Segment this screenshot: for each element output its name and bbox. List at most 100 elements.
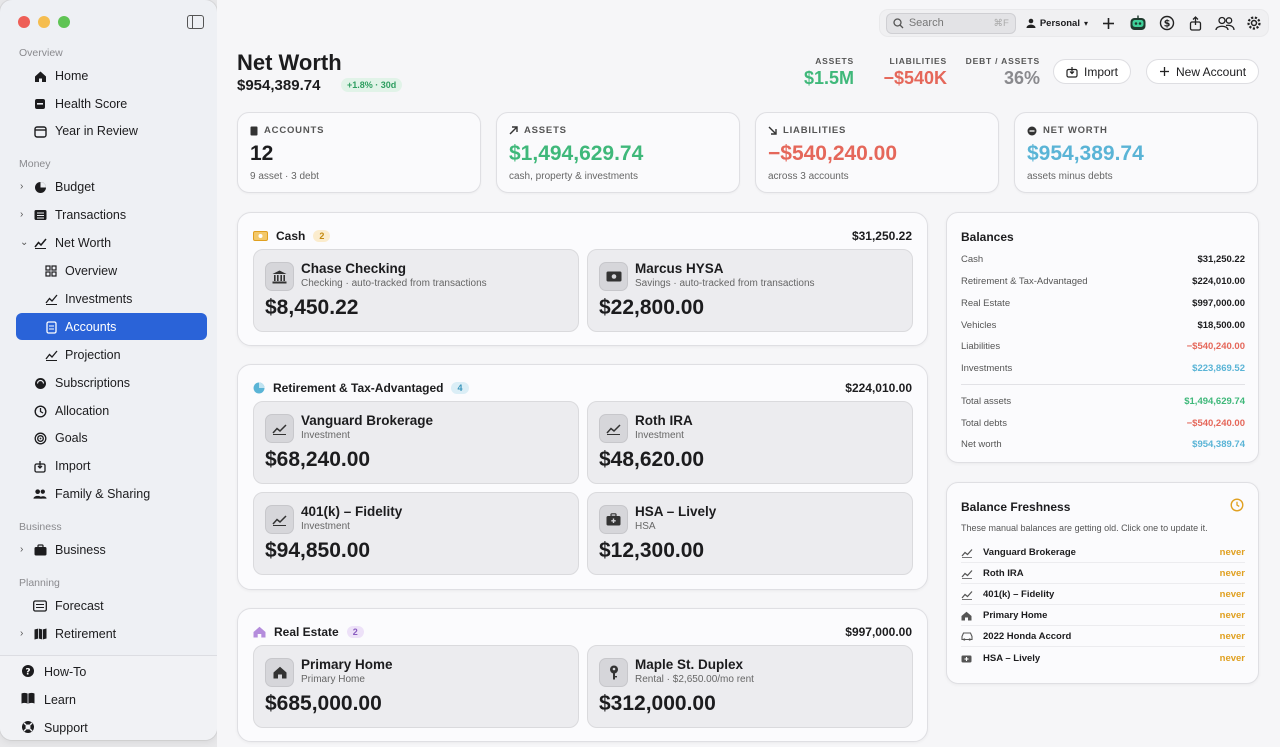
account-card-marcus-hysa[interactable]: Marcus HYSA Savings · auto-tracked from … [587,249,913,332]
kpi-net-worth: NET WORTH $954,389.74 assets minus debts [1014,112,1258,193]
sidebar-item-label: Goals [55,430,88,445]
sidebar-item-family-sharing[interactable]: Family & Sharing [16,480,207,507]
freshness-status: never [1219,652,1245,664]
sidebar-toggle-icon[interactable] [187,15,204,29]
freshness-row[interactable]: Vanguard Brokerage never [961,543,1245,563]
balance-row: Liabilities −$540,240.00 [961,341,1245,352]
freshness-name: 2022 Honda Accord [983,631,1072,642]
sidebar-item-forecast[interactable]: Forecast [16,592,207,619]
balance-row: Investments $223,869.52 [961,363,1245,374]
balance-value: $18,500.00 [1197,320,1245,331]
chevron-right-icon[interactable]: › [20,628,24,639]
sidebar-item-projection[interactable]: Projection [16,341,207,368]
sidebar-item-net-worth[interactable]: ⌄ Net Worth [16,229,207,256]
net-worth-value: $954,389.74 [237,77,321,94]
add-icon[interactable] [1094,12,1123,34]
gear-icon[interactable] [1239,12,1268,34]
chevron-right-icon[interactable]: › [20,544,24,555]
account-subtitle: Primary Home [301,674,365,685]
sidebar-item-health-score[interactable]: Health Score [16,90,207,117]
account-card-maple-st-duplex[interactable]: Maple St. Duplex Rental · $2,650.00/mo r… [587,645,913,728]
account-card-primary-home[interactable]: Primary Home Primary Home $685,000.00 [253,645,579,728]
close-window-button[interactable] [18,16,30,28]
freshness-name: 401(k) – Fidelity [983,589,1055,600]
chevron-right-icon[interactable]: › [20,209,24,220]
sidebar-item-support[interactable]: Support [0,717,217,739]
document-icon [44,320,58,334]
sidebar-item-year-in-review[interactable]: Year in Review [16,117,207,144]
house-icon [265,658,294,687]
kpi-value: −$540,240.00 [768,142,898,165]
account-card-hsa-lively[interactable]: HSA – Lively HSA $12,300.00 [587,492,913,575]
people-icon[interactable] [1210,12,1239,34]
total-value: −$540,240.00 [1186,418,1245,429]
total-row: Total assets $1,494,629.74 [961,396,1245,407]
search-input[interactable]: Search ⌘F [885,12,1016,34]
kpi-label-text: ACCOUNTS [264,125,325,136]
account-amount: $12,300.00 [599,539,705,562]
account-subtitle: HSA [635,521,656,532]
import-button[interactable]: Import [1053,59,1132,84]
section-label-money: Money [19,158,51,170]
stat-label: LIABILITIES [889,56,947,66]
sidebar-item-how-to[interactable]: ? How-To [0,661,217,683]
account-card-401k-fidelity[interactable]: 401(k) – Fidelity Investment $94,850.00 [253,492,579,575]
new-account-button[interactable]: New Account [1146,59,1260,84]
key-icon [599,658,628,687]
sidebar-item-business[interactable]: › Business [16,536,207,563]
balance-value: −$540,240.00 [1186,341,1245,352]
sidebar-item-label: Transactions [55,207,127,222]
book-icon [21,692,35,706]
group-retirement: Retirement & Tax-Advantaged 4 $224,010.0… [237,364,928,590]
total-name: Net worth [961,439,1002,450]
freshness-name: Roth IRA [983,568,1024,579]
sidebar-item-subscriptions[interactable]: Subscriptions [16,369,207,396]
freshness-row[interactable]: 401(k) – Fidelity never [961,585,1245,605]
zoom-window-button[interactable] [58,16,70,28]
freshness-row[interactable]: Roth IRA never [961,564,1245,584]
sidebar-bottom: ? How-To Learn Support [0,655,217,740]
profile-selector[interactable]: Personal ▾ [1026,18,1088,29]
pie-icon [33,180,47,194]
kpi-value: $1,494,629.74 [509,142,644,165]
freshness-row[interactable]: 2022 Honda Accord never [961,627,1245,647]
group-total: $997,000.00 [845,625,912,639]
trend-badge: +1.8% · 30d [341,78,403,92]
sidebar-item-import[interactable]: Import [16,452,207,479]
banknote-icon [599,262,628,291]
sidebar-item-label: Forecast [55,598,104,613]
kpi-accounts: ACCOUNTS 12 9 asset · 3 debt [237,112,481,193]
account-card-vanguard-brokerage[interactable]: Vanguard Brokerage Investment $68,240.00 [253,401,579,484]
freshness-status: never [1219,610,1245,621]
sidebar-item-transactions[interactable]: › Transactions [16,201,207,228]
forecast-icon [33,599,47,613]
sidebar-item-accounts[interactable]: Accounts [16,313,207,340]
sidebar-item-goals[interactable]: Goals [16,424,207,451]
sidebar-item-retirement[interactable]: › Retirement [16,620,207,647]
freshness-row[interactable]: Primary Home never [961,606,1245,626]
plus-icon [1159,66,1170,77]
sidebar-item-allocation[interactable]: Allocation [16,397,207,424]
house-icon [961,611,975,621]
sidebar-item-budget[interactable]: › Budget [16,173,207,200]
section-label-business: Business [19,521,62,533]
stat-label: ASSETS [815,56,854,66]
kpi-label: NET WORTH [1027,125,1108,136]
sidebar-item-investments[interactable]: Investments [16,285,207,312]
account-card-roth-ira[interactable]: Roth IRA Investment $48,620.00 [587,401,913,484]
minimize-window-button[interactable] [38,16,50,28]
balance-row: Cash $31,250.22 [961,254,1245,265]
sidebar-item-nw-overview[interactable]: Overview [16,257,207,284]
sidebar-item-home[interactable]: Home [16,62,207,89]
chevron-right-icon[interactable]: › [20,181,24,192]
group-real-estate: Real Estate 2 $997,000.00 Primary Home P… [237,608,928,742]
arrow-up-right-icon [509,126,518,135]
account-card-chase-checking[interactable]: Chase Checking Checking · auto-tracked f… [253,249,579,332]
group-name: Retirement & Tax-Advantaged [273,381,444,395]
robot-icon[interactable] [1123,12,1152,34]
share-icon[interactable] [1181,12,1210,34]
dollar-refresh-icon[interactable]: $ [1152,12,1181,34]
chevron-down-icon[interactable]: ⌄ [20,237,29,248]
sidebar-item-learn[interactable]: Learn [0,689,217,711]
freshness-row[interactable]: HSA – Lively never [961,648,1245,668]
